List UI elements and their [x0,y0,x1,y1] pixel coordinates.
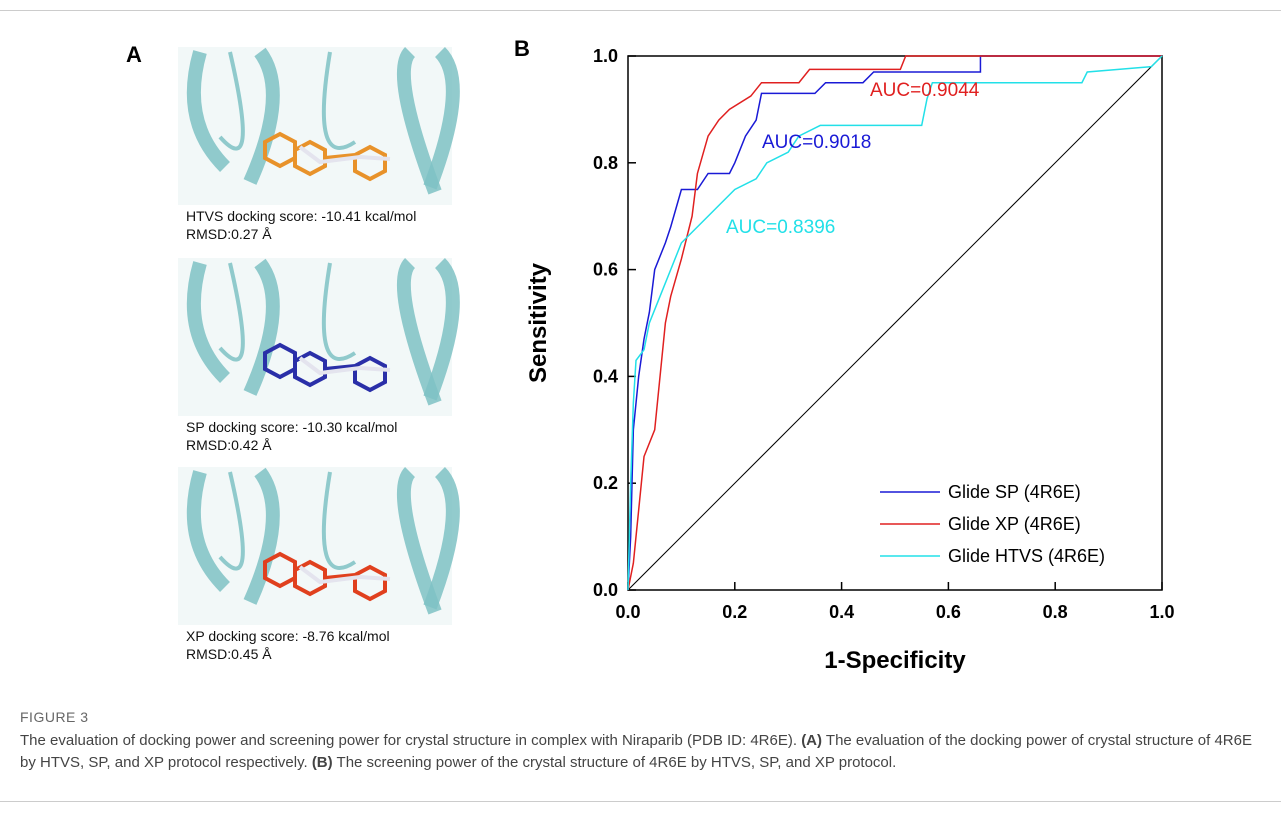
y-tick-label: 0.8 [593,153,618,173]
auc-annotation: AUC=0.8396 [726,217,835,238]
pose-score: HTVS docking score: -10.41 kcal/mol [186,208,416,224]
y-tick-label: 0.6 [593,260,618,280]
protein-image [178,467,453,625]
caption-text: The screening power of the crystal struc… [333,754,897,771]
figure-label: FIGURE 3 [20,706,1260,728]
protein-image [178,258,453,416]
panel-letter: A [126,42,142,67]
y-tick-label: 0.4 [593,366,618,386]
legend-label: Glide XP (4R6E) [948,514,1081,534]
auc-annotation: AUC=0.9044 [870,80,980,101]
legend-label: Glide HTVS (4R6E) [948,546,1105,566]
pose-score: XP docking score: -8.76 kcal/mol [186,628,390,644]
caption-text: The evaluation of docking power and scre… [20,732,801,749]
caption-ref: (A) [801,732,822,749]
figure: A HTVS docking score: -10.41 kcal/mol RMSD… [0,0,1282,700]
x-tick-label: 0.0 [615,602,640,622]
legend-label: Glide SP (4R6E) [948,482,1081,502]
y-tick-label: 1.0 [593,46,618,66]
caption-ref: (B) [312,754,333,771]
page: A HTVS docking score: -10.41 kcal/mol RMSD… [0,0,1282,816]
pose-rmsd: RMSD:0.42 Å [186,437,272,453]
pose-rmsd: RMSD:0.27 Å [186,226,272,242]
x-tick-label: 0.6 [936,602,961,622]
auc-annotation: AUC=0.9018 [762,132,871,153]
y-tick-label: 0.0 [593,580,618,600]
x-tick-label: 0.2 [722,602,747,622]
x-tick-label: 0.8 [1043,602,1068,622]
pose-rmsd: RMSD:0.45 Å [186,646,272,662]
pose-score: SP docking score: -10.30 kcal/mol [186,419,397,435]
x-axis-label: 1-Specificity [824,647,966,674]
x-tick-label: 0.4 [829,602,854,622]
caption: FIGURE 3 The evaluation of docking power… [20,706,1260,774]
protein-image [178,47,453,205]
x-tick-label: 1.0 [1149,602,1174,622]
y-axis-label: Sensitivity [525,262,552,383]
y-tick-label: 0.2 [593,473,618,493]
panel-letter: B [514,36,530,61]
